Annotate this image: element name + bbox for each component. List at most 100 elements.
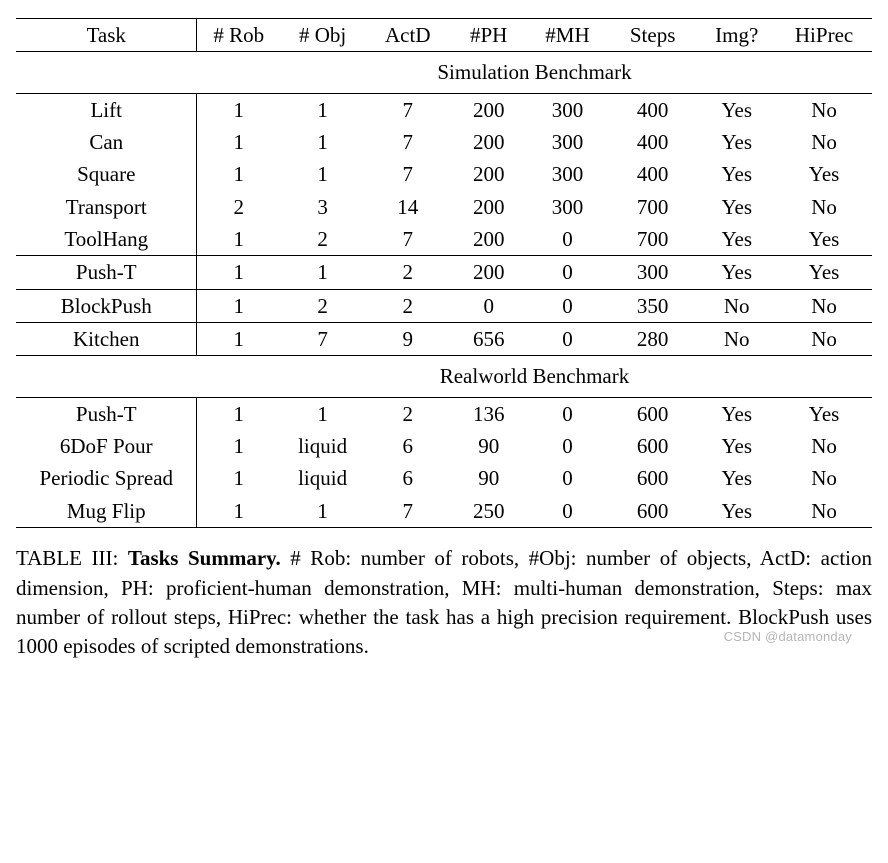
task-name: Lift [16,93,197,126]
task-name: Periodic Spread [16,462,197,494]
cell: 1 [280,126,365,158]
cell: 90 [450,462,527,494]
cell: 2 [280,223,365,256]
cell: Yes [697,191,776,223]
col-task: Task [16,19,197,52]
cell: No [776,126,872,158]
col-header: ActD [365,19,450,52]
cell: 280 [608,323,697,356]
cell: 0 [527,430,608,462]
cell: 1 [197,158,280,190]
cell: 7 [365,93,450,126]
cell: No [776,191,872,223]
cell: 300 [527,191,608,223]
task-name: Push-T [16,256,197,289]
cell: 0 [527,289,608,322]
cell: Yes [697,223,776,256]
cell: 200 [450,93,527,126]
cell: Yes [776,397,872,430]
task-name: 6DoF Pour [16,430,197,462]
cell: 350 [608,289,697,322]
cell: 3 [280,191,365,223]
cell: 2 [197,191,280,223]
cell: 400 [608,158,697,190]
tasks-summary-table: Task# Rob# ObjActD#PH#MHStepsImg?HiPrecS… [16,18,872,528]
cell: 1 [280,158,365,190]
cell: 0 [527,397,608,430]
cell: 400 [608,93,697,126]
cell: liquid [280,462,365,494]
cell: 300 [527,158,608,190]
cell: 7 [365,126,450,158]
cell: 1 [280,397,365,430]
cell: Yes [776,158,872,190]
cell: 600 [608,430,697,462]
cell: 2 [365,256,450,289]
cell: 1 [197,223,280,256]
section-real-title: Realworld Benchmark [197,356,872,397]
cell: Yes [776,256,872,289]
cell: 1 [197,289,280,322]
cell: 0 [527,256,608,289]
cell: 7 [365,495,450,528]
cell: 9 [365,323,450,356]
cell: No [776,430,872,462]
caption-label: TABLE III: [16,546,118,570]
cell: 1 [280,256,365,289]
cell: No [776,93,872,126]
task-name: ToolHang [16,223,197,256]
col-header: HiPrec [776,19,872,52]
cell: 1 [197,323,280,356]
col-header: # Rob [197,19,280,52]
cell: Yes [697,397,776,430]
cell: 1 [197,495,280,528]
cell: 7 [280,323,365,356]
cell: Yes [697,430,776,462]
task-name: Square [16,158,197,190]
cell: Yes [776,223,872,256]
cell: 1 [197,126,280,158]
cell: Yes [697,495,776,528]
cell: No [776,495,872,528]
cell: 400 [608,126,697,158]
cell: 200 [450,223,527,256]
cell: 600 [608,495,697,528]
col-header: #MH [527,19,608,52]
col-header: # Obj [280,19,365,52]
task-name: Kitchen [16,323,197,356]
section-sim-title: Simulation Benchmark [197,52,872,93]
task-name: Transport [16,191,197,223]
cell: 656 [450,323,527,356]
col-header: #PH [450,19,527,52]
task-name: BlockPush [16,289,197,322]
cell: 700 [608,223,697,256]
task-name: Mug Flip [16,495,197,528]
cell: No [776,323,872,356]
cell: 1 [197,430,280,462]
cell: 2 [280,289,365,322]
cell: 300 [527,126,608,158]
cell: 200 [450,191,527,223]
col-header: Steps [608,19,697,52]
cell: Yes [697,462,776,494]
cell: 2 [365,397,450,430]
cell: No [697,289,776,322]
task-name: Push-T [16,397,197,430]
cell: 300 [608,256,697,289]
cell: No [697,323,776,356]
cell: 0 [527,462,608,494]
cell: 136 [450,397,527,430]
cell: No [776,289,872,322]
cell: 7 [365,223,450,256]
cell: 14 [365,191,450,223]
cell: 1 [197,462,280,494]
cell: 300 [527,93,608,126]
cell: 250 [450,495,527,528]
cell: liquid [280,430,365,462]
cell: Yes [697,158,776,190]
table-caption: TABLE III: Tasks Summary. # Rob: number … [16,544,872,662]
cell: Yes [697,256,776,289]
watermark-text: CSDN @datamonday [724,629,852,644]
cell: 1 [280,495,365,528]
cell: 1 [197,397,280,430]
